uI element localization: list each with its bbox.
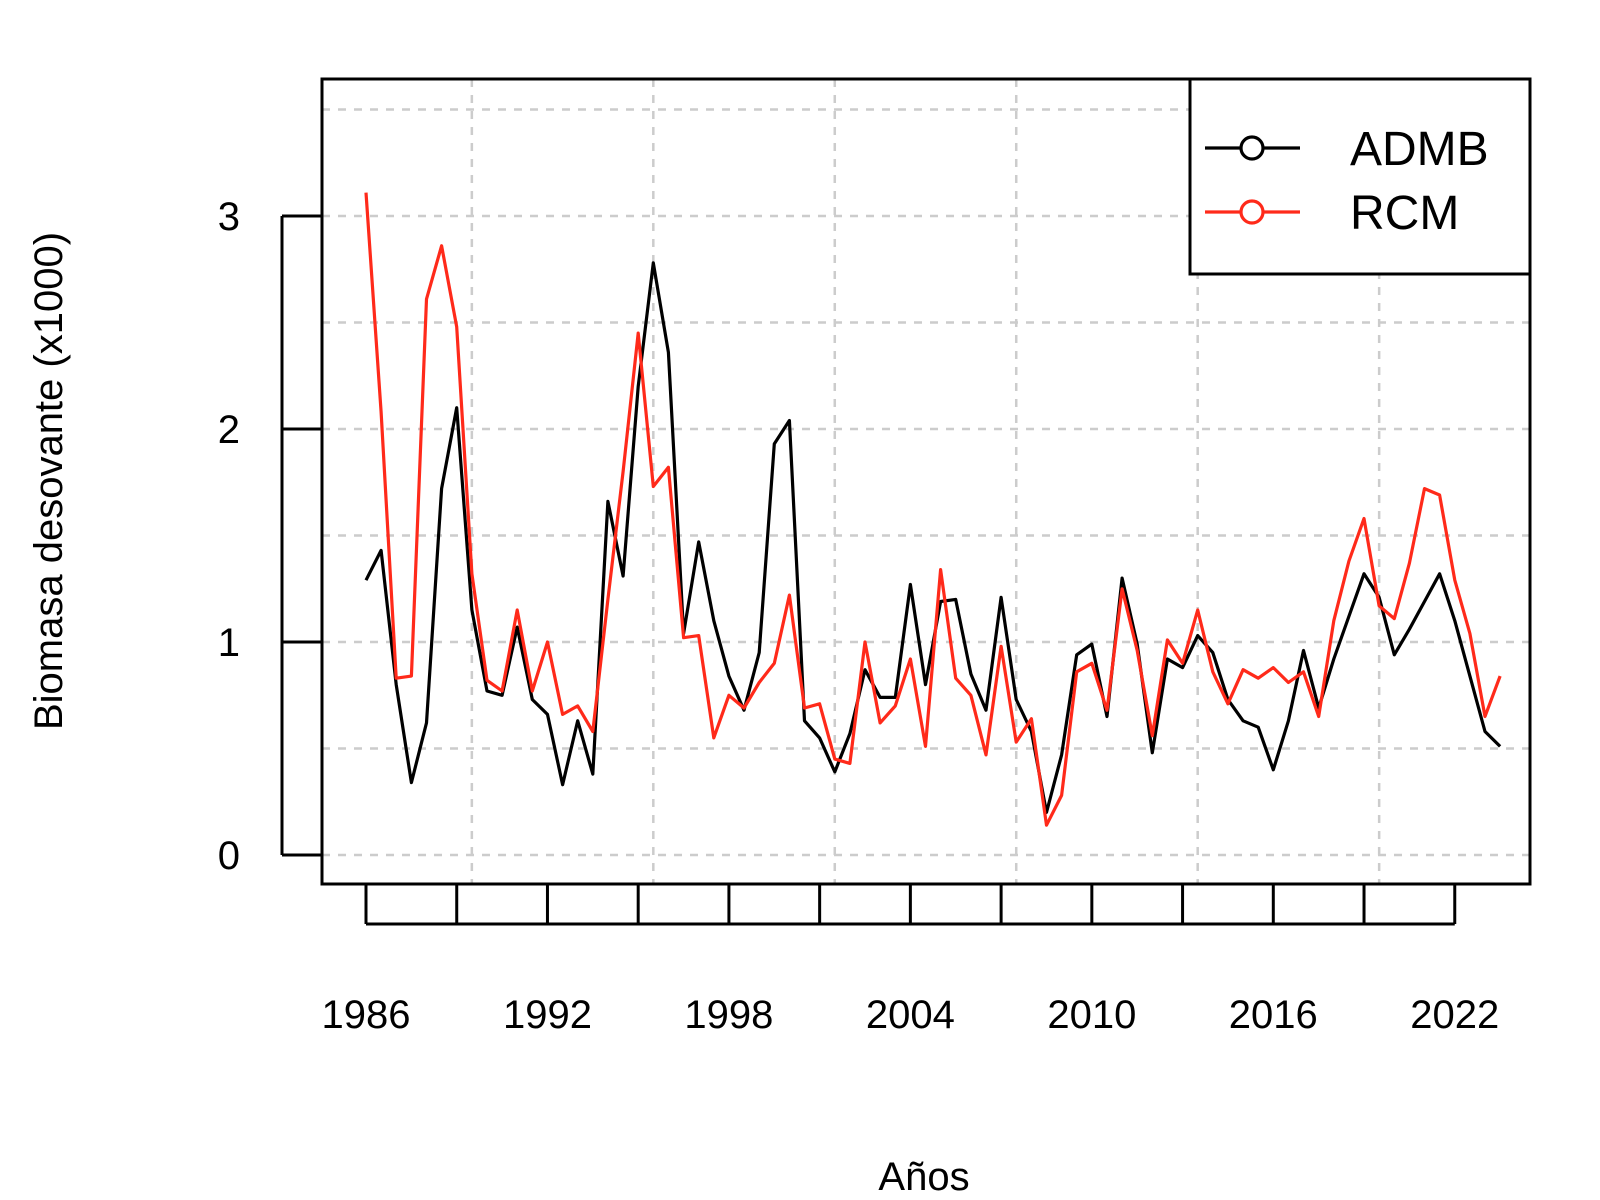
plot-frame bbox=[320, 77, 1532, 886]
y-axis-title: Biomasa desovante (x1000) bbox=[27, 232, 71, 730]
legend-marker-rcm bbox=[1239, 199, 1265, 225]
x-tick-label: 2016 bbox=[1229, 993, 1318, 1037]
x-tick-label: 2022 bbox=[1410, 993, 1499, 1037]
legend-marker-admb bbox=[1239, 135, 1265, 161]
series-lines bbox=[364, 192, 1502, 827]
legend-box bbox=[1188, 77, 1532, 276]
y-tick-label: 1 bbox=[218, 621, 240, 665]
y-tick-label: 2 bbox=[218, 408, 240, 452]
series-line-rcm bbox=[364, 192, 1502, 827]
x-tick-label: 1986 bbox=[322, 993, 411, 1037]
legend-label-rcm: RCM bbox=[1350, 187, 1459, 240]
series-line-admb bbox=[364, 261, 1502, 815]
y-tick-label: 0 bbox=[218, 834, 240, 878]
y-tick-label: 3 bbox=[218, 195, 240, 239]
axes: 1986 1992 1998 2004 2010 2016 2022 0 1 2 3 bbox=[218, 195, 1499, 1037]
x-axis-title: Años bbox=[878, 1155, 969, 1199]
x-tick-label: 2004 bbox=[866, 993, 955, 1037]
legend: ADMB RCM bbox=[1188, 77, 1532, 276]
x-tick-label: 1992 bbox=[503, 993, 592, 1037]
x-tick-label: 2010 bbox=[1047, 993, 1136, 1037]
legend-label-admb: ADMB bbox=[1350, 123, 1489, 176]
x-tick-label: 1998 bbox=[684, 993, 773, 1037]
